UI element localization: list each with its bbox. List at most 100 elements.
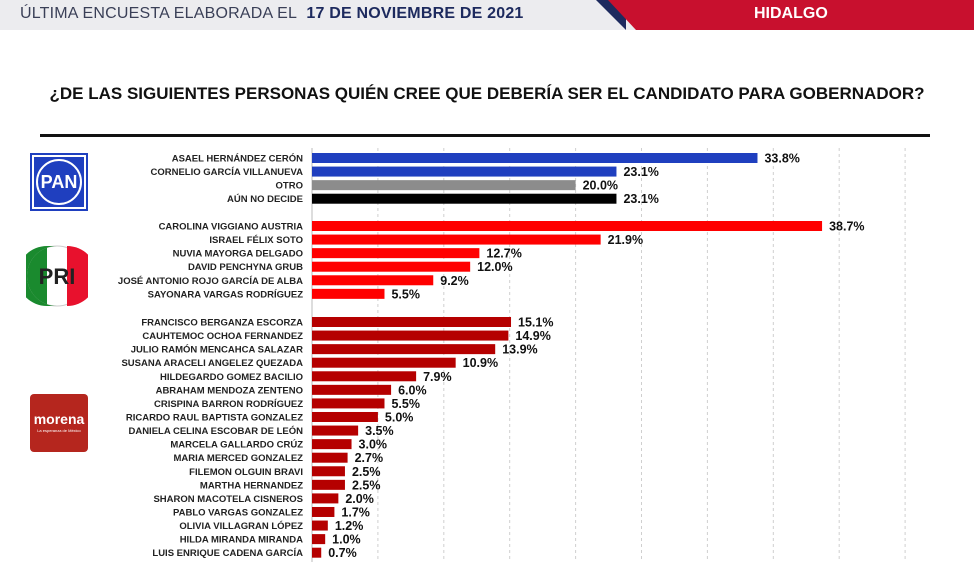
bar-label: FILEMON OLGUIN BRAVI <box>189 467 303 478</box>
region-banner: HIDALGO <box>596 0 974 30</box>
bar <box>312 466 345 477</box>
bar <box>312 344 496 355</box>
bar-value: 2.7% <box>355 451 384 465</box>
pan-logo: PAN <box>30 153 88 211</box>
bar-label: DAVID PENCHYNA GRUB <box>188 262 303 273</box>
bar-label: RICARDO RAUL BAPTISTA GONZALEZ <box>126 412 303 423</box>
bar <box>312 479 345 490</box>
bar-label: CAROLINA VIGGIANO AUSTRIA <box>159 222 304 233</box>
region-label: HIDALGO <box>754 5 828 22</box>
bar-value: 13.9% <box>502 343 537 357</box>
bar-value: 20.0% <box>583 179 618 193</box>
region-banner-shape <box>596 0 974 30</box>
bar-label: JULIO RAMÓN MENCAHCA SALAZAR <box>131 344 303 356</box>
bar-value: 23.1% <box>623 165 658 179</box>
bar-value: 2.5% <box>352 478 381 492</box>
bar-value: 1.2% <box>335 519 364 533</box>
bar <box>312 411 378 422</box>
bar <box>312 248 480 259</box>
bar-label: CAUHTEMOC OCHOA FERNANDEZ <box>142 331 303 342</box>
bar <box>312 425 359 436</box>
bar <box>312 439 352 450</box>
bar-label: JOSÉ ANTONIO ROJO GARCÍA DE ALBA <box>118 276 303 287</box>
bar <box>312 180 576 191</box>
bar-value: 12.0% <box>477 260 512 274</box>
bar-value: 23.1% <box>623 192 658 206</box>
bar <box>312 506 335 517</box>
bar <box>312 452 348 463</box>
bar-value: 15.1% <box>518 316 553 330</box>
bar-value: 2.5% <box>352 465 381 479</box>
bar-label: MARTHA HERNANDEZ <box>200 480 303 491</box>
bar-label: AÚN NO DECIDE <box>227 193 303 205</box>
bar-label: LUIS ENRIQUE CADENA GARCÍA <box>152 548 303 559</box>
survey-date-prefix: ÚLTIMA ENCUESTA ELABORADA EL <box>20 5 298 22</box>
bar <box>312 317 512 327</box>
morena-logo: morena La esperanza de México <box>30 394 88 452</box>
bar <box>312 153 758 163</box>
bar <box>312 221 823 231</box>
bar-value: 1.0% <box>332 533 361 547</box>
bar-value: 14.9% <box>515 329 550 343</box>
bar-label: CORNELIO GARCÍA VILLANUEVA <box>150 167 303 178</box>
bar-value: 9.2% <box>440 274 469 288</box>
bar-label: HILDEGARDO GOMEZ BACILIO <box>160 372 303 383</box>
bar-label: OLIVIA VILLAGRAN LÓPEZ <box>179 520 303 532</box>
bar <box>312 520 328 531</box>
pan-logo-text: PAN <box>41 172 78 192</box>
bar-value: 21.9% <box>608 233 643 247</box>
title-divider <box>40 134 930 137</box>
bar <box>312 166 617 177</box>
bar-label: ABRAHAM MENDOZA ZENTENO <box>156 385 303 396</box>
bar-value: 10.9% <box>463 356 498 370</box>
bar <box>312 193 617 204</box>
bar-label: MARCELA GALLARDO CRÚZ <box>170 439 303 451</box>
survey-date: 17 DE NOVIEMBRE DE 2021 <box>306 5 524 22</box>
pri-logo-text: PRI <box>39 264 76 289</box>
bar-label: DANIELA CELINA ESCOBAR DE LEÓN <box>128 425 303 437</box>
survey-date-line: ÚLTIMA ENCUESTA ELABORADA EL 17 DE NOVIE… <box>20 5 524 23</box>
morena-logo-tagline: La esperanza de México <box>37 428 81 433</box>
bar-label: SAYONARA VARGAS RODRÍGUEZ <box>148 289 304 300</box>
bar <box>312 384 392 395</box>
bar-label: ASAEL HERNÁNDEZ CERÓN <box>172 153 303 165</box>
bar <box>312 234 601 245</box>
bar-label: OTRO <box>276 181 303 192</box>
bar-value: 7.9% <box>423 370 452 384</box>
bar-value: 5.5% <box>391 287 420 301</box>
bar-label: ISRAEL FÉLIX SOTO <box>209 235 303 246</box>
header-bar: ÚLTIMA ENCUESTA ELABORADA EL 17 DE NOVIE… <box>0 0 974 30</box>
bar-value: 1.7% <box>341 505 370 519</box>
bar <box>312 275 434 286</box>
bar-value: 33.8% <box>764 152 799 166</box>
bar-label: CRISPINA BARRON RODRÍGUEZ <box>154 399 303 410</box>
bar-label: HILDA MIRANDA MIRANDA <box>180 535 303 546</box>
bar-value: 6.0% <box>398 383 427 397</box>
bar-label: NUVIA MAYORGA DELGADO <box>173 249 303 260</box>
bar <box>312 357 456 368</box>
bar-label: SUSANA ARACELI ANGELEZ QUEZADA <box>121 358 303 369</box>
bar-value: 38.7% <box>829 220 864 234</box>
bar-label: MARIA MERCED GONZALEZ <box>174 453 304 464</box>
bar <box>312 371 417 382</box>
bar <box>312 547 322 558</box>
pri-logo: PRI <box>26 245 88 307</box>
bar <box>312 288 385 299</box>
bar-value: 5.0% <box>385 410 414 424</box>
bar-value: 0.7% <box>328 546 357 560</box>
bar <box>312 534 326 545</box>
bar-label: FRANCISCO BERGANZA ESCORZA <box>141 318 303 329</box>
bar-value: 3.0% <box>359 438 388 452</box>
morena-logo-text: morena <box>34 411 85 427</box>
bar-label: SHARON MACOTELA CISNEROS <box>153 494 303 505</box>
survey-question: ¿DE LAS SIGUIENTES PERSONAS QUIÉN CREE Q… <box>49 84 925 103</box>
bar-value: 5.5% <box>391 397 420 411</box>
bar <box>312 261 471 272</box>
bar-value: 2.0% <box>345 492 374 506</box>
bar-value: 3.5% <box>365 424 394 438</box>
bar <box>312 398 385 409</box>
bar-value: 12.7% <box>486 247 521 261</box>
bar-label: PABLO VARGAS GONZALEZ <box>173 507 303 518</box>
bar <box>312 493 339 504</box>
